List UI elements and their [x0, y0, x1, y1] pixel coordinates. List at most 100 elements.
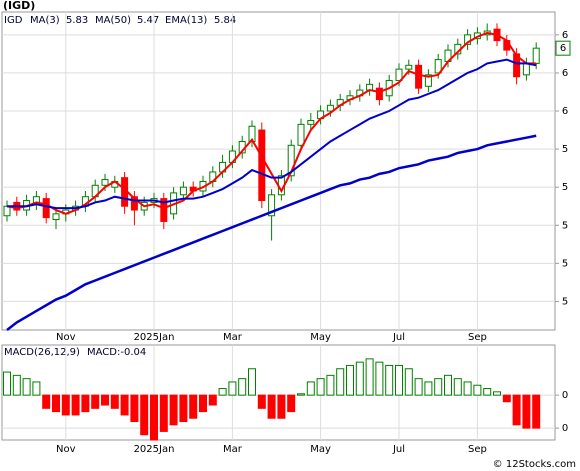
y-tick-label: 6: [562, 106, 568, 117]
macd-bar: [316, 378, 325, 396]
y-tick-label: 6: [562, 30, 568, 41]
line-series: [7, 58, 537, 210]
macd-bar: [150, 394, 158, 441]
macd-bar: [395, 364, 403, 396]
macd-bar: [238, 378, 247, 396]
macd-bar: [61, 394, 70, 416]
candle-body: [326, 104, 334, 112]
macd-bar: [355, 361, 364, 396]
macd-bar: [414, 378, 423, 396]
macd-bar: [169, 394, 178, 426]
macd-bar: [502, 394, 511, 403]
x-tick-label: Mar: [223, 444, 243, 455]
candle-body: [179, 186, 187, 196]
macd-bar: [208, 394, 217, 406]
macd-bar: [297, 393, 305, 396]
legend-value: 5.83: [66, 15, 88, 26]
macd-bar: [463, 381, 472, 396]
x-tick-label: Nov: [56, 332, 76, 343]
macd-bar: [346, 364, 354, 396]
candle-body: [268, 194, 276, 217]
macd-title: MACD(26,12,9): [4, 347, 80, 358]
candle-body: [258, 129, 266, 202]
macd-bar: [287, 394, 296, 413]
y-tick-label: 5: [562, 258, 568, 269]
candle-body: [297, 123, 305, 146]
footer: © 12Stocks.com: [493, 459, 576, 470]
x-tick-label: Jul: [392, 444, 405, 455]
macd-bar: [493, 391, 501, 396]
candle-body: [160, 198, 168, 222]
macd-bar: [522, 394, 531, 429]
macd-bar: [42, 394, 51, 409]
candle-body: [395, 68, 403, 82]
x-tick-label: May: [310, 332, 331, 343]
price-panel: [1, 11, 556, 331]
macd-bar: [91, 394, 100, 409]
x-tick-label: Sep: [468, 332, 487, 343]
macd-bar: [228, 381, 237, 396]
macd-bar: [306, 381, 315, 396]
candle-body: [287, 144, 295, 177]
candle-body: [307, 120, 315, 125]
candle-body: [375, 87, 383, 101]
chart-title: (IGD): [3, 0, 35, 12]
candle-body: [522, 62, 530, 76]
legend-name: IGD: [4, 15, 23, 26]
macd-bar: [3, 371, 11, 396]
x-tick-label: May: [310, 444, 331, 455]
macd-bar: [424, 381, 433, 396]
macd-bar: [257, 394, 266, 409]
x-tick-label: Nov: [56, 444, 76, 455]
y-tick-label: 0: [562, 390, 568, 401]
legend-entry: MA(3): [30, 15, 60, 26]
legend-entry: MA(50): [95, 15, 131, 26]
macd-bar: [365, 358, 374, 396]
macd-panel: [1, 344, 556, 441]
macd-bar: [81, 394, 90, 413]
macd-bar: [110, 394, 119, 409]
macd-bar: [159, 394, 168, 432]
macd-bar: [248, 368, 256, 396]
candle-body: [532, 47, 540, 64]
x-tick-label: Mar: [223, 332, 243, 343]
y-tick-label: 6: [562, 68, 568, 79]
macd-bar: [444, 374, 452, 396]
macd-bar: [52, 394, 60, 413]
macd-bar: [12, 374, 21, 396]
macd-bar: [130, 394, 139, 423]
candle-body: [434, 59, 442, 74]
macd-bar: [22, 378, 31, 396]
x-tick-label: Sep: [468, 444, 487, 455]
candle-body: [130, 196, 138, 211]
macd-bar: [218, 388, 227, 396]
candle-body: [42, 198, 50, 219]
candle-body: [424, 74, 432, 87]
y-tick-label: 5: [562, 296, 568, 307]
candle-body: [3, 205, 11, 217]
y-tick-label: 5: [562, 144, 568, 155]
macd-bar: [140, 394, 149, 436]
price-tag: 6: [560, 43, 566, 54]
candle-body: [415, 64, 423, 89]
macd-bar: [179, 394, 188, 423]
candle-body: [513, 53, 521, 78]
macd-bar: [101, 394, 109, 406]
macd-bar: [483, 388, 492, 396]
y-tick-label: 5: [562, 220, 568, 231]
macd-bar: [326, 374, 335, 396]
macd-bar: [32, 381, 41, 396]
candle-body: [405, 64, 413, 70]
macd-bar: [512, 394, 521, 426]
macd-bar: [385, 364, 394, 396]
x-tick-label: 2025Jan: [134, 332, 175, 343]
macd-bar: [277, 394, 286, 419]
y-tick-label: 5: [562, 182, 568, 193]
macd-bar: [473, 384, 482, 396]
x-tick-label: 2025Jan: [134, 444, 175, 455]
legend-value: 5.47: [137, 15, 159, 26]
macd-bar: [434, 378, 443, 396]
macd-bar: [336, 368, 345, 396]
macd-legend: MACD:-0.04: [87, 347, 146, 358]
